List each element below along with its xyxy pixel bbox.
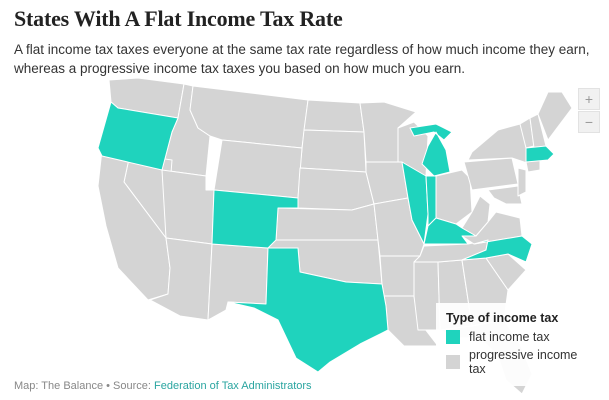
state-kentucky[interactable]	[423, 217, 477, 245]
state-wyoming[interactable]	[213, 139, 303, 199]
state-south-dakota[interactable]	[299, 129, 367, 173]
state-pennsylvania[interactable]	[463, 157, 519, 191]
state-michigan[interactable]	[409, 123, 453, 177]
footer-credit: Map: The Balance • Source:	[14, 380, 155, 392]
state-maine[interactable]	[537, 91, 573, 141]
state-oregon[interactable]	[97, 101, 179, 171]
state-maryland[interactable]	[487, 185, 523, 205]
state-indiana[interactable]	[425, 175, 437, 227]
legend-item-progressive: progressive income tax	[446, 348, 596, 376]
state-iowa[interactable]	[365, 161, 409, 205]
state-new-york[interactable]	[467, 123, 531, 165]
state-massachusetts[interactable]	[525, 145, 555, 163]
source-link[interactable]: Federation of Tax Administrators	[154, 380, 312, 392]
legend-item-flat: flat income tax	[446, 330, 596, 344]
state-colorado[interactable]	[211, 189, 299, 249]
zoom-in-button[interactable]: +	[578, 88, 600, 110]
map-footer: Map: The Balance • Source: Federation of…	[14, 380, 312, 392]
state-north-dakota[interactable]	[303, 99, 365, 133]
state-ohio[interactable]	[435, 169, 473, 225]
legend-swatch-flat	[446, 330, 460, 344]
legend-label-progressive: progressive income tax	[469, 348, 578, 376]
state-north-carolina[interactable]	[461, 235, 533, 263]
state-nebraska[interactable]	[297, 167, 375, 211]
legend-swatch-progressive	[446, 355, 460, 369]
zoom-out-button[interactable]: −	[578, 111, 600, 133]
map-subtitle: A flat income tax taxes everyone at the …	[14, 42, 590, 76]
state-utah[interactable]	[161, 169, 215, 245]
legend-title: Type of income tax	[446, 311, 559, 325]
state-kansas[interactable]	[275, 203, 379, 241]
legend-label-flat: flat income tax	[469, 330, 550, 344]
map-legend: Type of income tax flat income tax progr…	[436, 303, 606, 386]
state-texas[interactable]	[227, 247, 389, 373]
state-new-jersey[interactable]	[517, 167, 527, 197]
map-title: States With A Flat Income Tax Rate	[14, 6, 343, 31]
